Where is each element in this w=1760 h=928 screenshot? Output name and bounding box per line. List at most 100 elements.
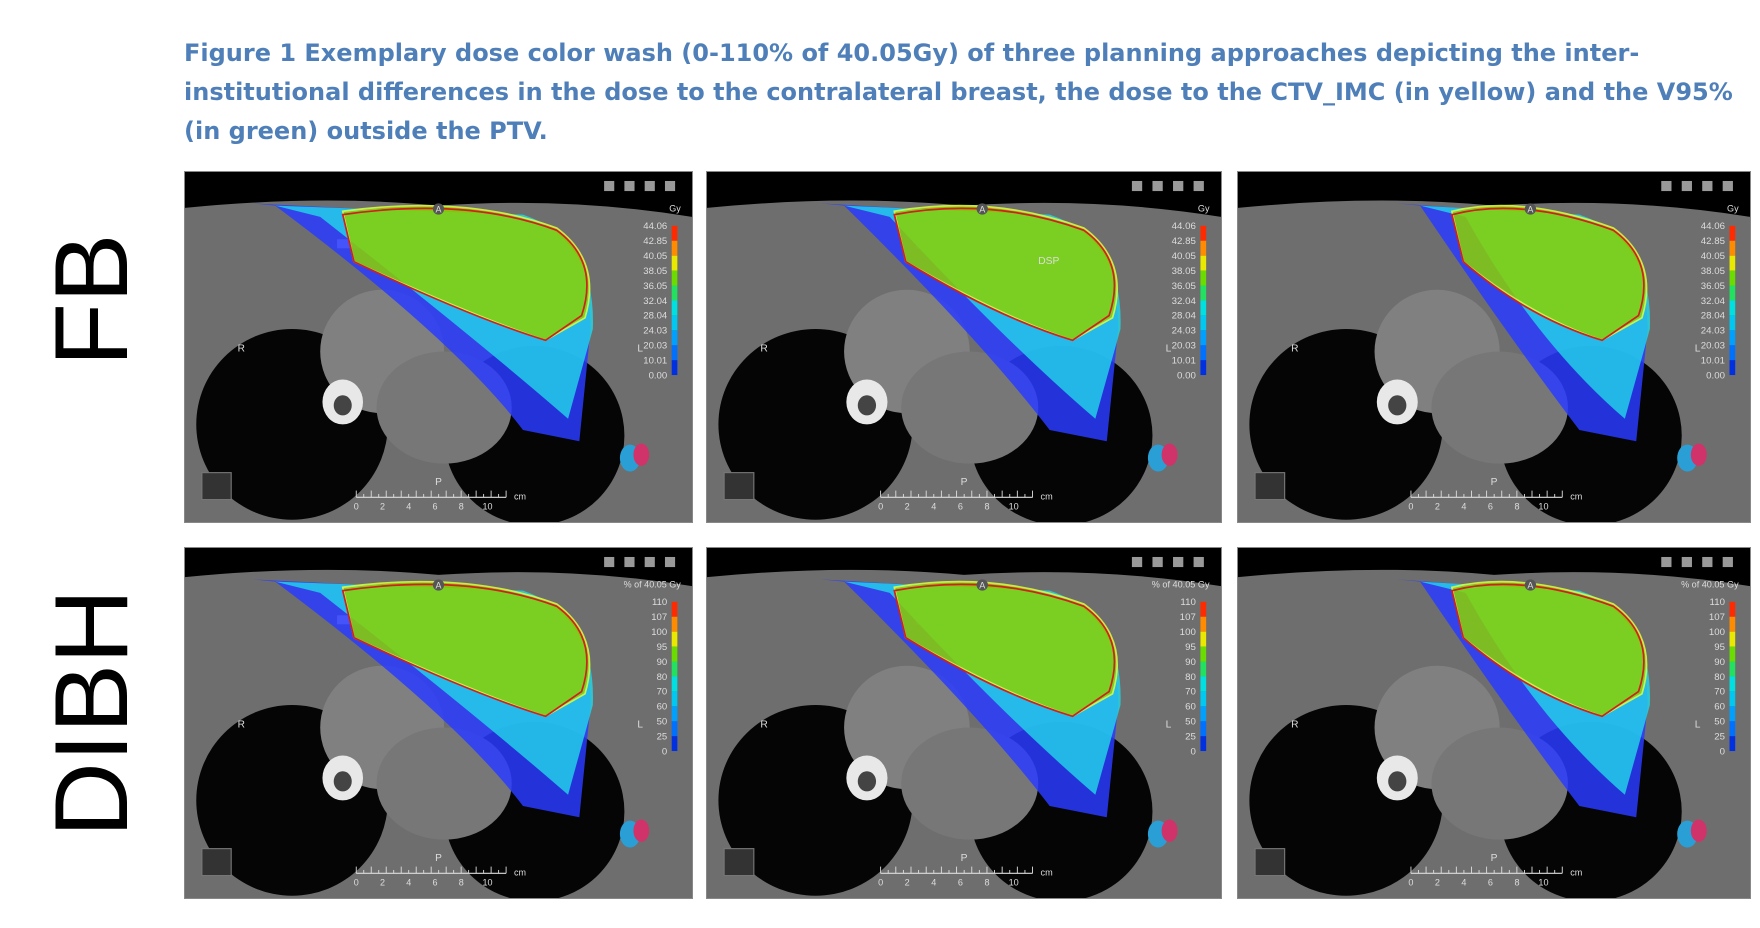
dose-panel: % of 40.05 Gy 110 107 100 95 90 80 70 60 50 25 0 A P R… [184, 547, 693, 902]
toolbar-icon [644, 556, 655, 568]
legend-label: 107 [1180, 612, 1196, 623]
legend-label: 60 [657, 702, 668, 713]
colorbar-segment [671, 225, 678, 241]
legend-label: 110 [1180, 597, 1195, 608]
legend-label: 90 [657, 657, 668, 668]
orientation-label: L [1695, 344, 1701, 355]
heart [901, 727, 1039, 840]
scale-label: 10 [1538, 502, 1548, 512]
colorbar-segment [1729, 225, 1736, 241]
colorbar-segment [671, 300, 678, 316]
colorbar-segment [1729, 676, 1736, 692]
toolbar-icon [624, 180, 635, 192]
colorbar-segment [671, 315, 678, 331]
scale-label: 0 [354, 878, 359, 888]
legend-label: 20.03 [1701, 341, 1725, 352]
legend-label: 36.05 [643, 281, 667, 292]
toolbar-icon [644, 180, 655, 192]
legend-label: 70 [1714, 687, 1725, 698]
colorbar-segment [1200, 270, 1207, 286]
colorbar-segment [1200, 285, 1207, 301]
orientation-label: P [435, 853, 442, 864]
legend-label: 50 [1185, 717, 1196, 728]
scale-label: 2 [905, 878, 910, 888]
orientation-label: A [435, 580, 441, 590]
dose-high [893, 204, 1119, 342]
legend-label: 32.04 [643, 296, 668, 307]
legend-label: 28.04 [1701, 311, 1726, 322]
colorbar-segment [1200, 676, 1207, 692]
scale-label: 6 [433, 878, 438, 888]
colorbar-segment [671, 360, 678, 376]
orientation-label: L [1695, 720, 1701, 731]
legend-label: 60 [1185, 702, 1196, 713]
scale-label: 8 [1514, 878, 1519, 888]
orientation-label: R [760, 720, 767, 731]
ptv-contour [341, 583, 588, 718]
scale-unit: cm [1570, 868, 1582, 878]
legend-label: 10.01 [1172, 356, 1196, 367]
legend-label: 36.05 [1701, 281, 1725, 292]
legend-label: 40.05 [1172, 251, 1196, 262]
colorbar-segment [1200, 721, 1207, 737]
colorbar-segment [671, 240, 678, 256]
scale-label: 10 [1009, 502, 1019, 512]
scale-label: 2 [380, 502, 385, 512]
orientation-label: A [979, 580, 986, 590]
colorbar-segment [1729, 616, 1736, 632]
spinal-canal [333, 395, 352, 416]
legend-label: 32.04 [1172, 296, 1197, 307]
orientation-label: P [961, 853, 968, 864]
toolbar-icon [1173, 556, 1184, 568]
scale-label: 4 [931, 878, 936, 888]
legend-label: 10.01 [1701, 356, 1725, 367]
colorbar-segment [1729, 631, 1736, 647]
legend-label: 0 [1190, 746, 1195, 757]
toolbar-icon [1681, 180, 1692, 192]
scale-label: 0 [354, 502, 359, 512]
scale-label: 6 [958, 878, 963, 888]
spinal-canal [1388, 395, 1407, 416]
toolbar-icon [624, 556, 635, 568]
colorbar-segment [1729, 315, 1736, 331]
logo [1690, 819, 1707, 842]
colorbar-segment [1200, 646, 1207, 662]
ptv-contour [893, 207, 1116, 342]
colorbar-segment [1200, 240, 1207, 256]
scale-label: 6 [1488, 502, 1493, 512]
toolbar-icon [604, 180, 615, 192]
row-label: DIBH [34, 588, 150, 838]
toolbar-icon [1131, 556, 1143, 568]
orientation-label: L [1166, 344, 1172, 355]
ct-image: % of 40.05 Gy110107100959080706050250APR… [1238, 556, 1750, 902]
orientation-label: R [1291, 720, 1298, 731]
orientation-label: L [637, 720, 643, 731]
legend-label: 0.00 [1177, 370, 1196, 381]
legend-label: 42.85 [643, 236, 667, 247]
legend-label: 28.04 [1172, 311, 1197, 322]
legend-label: 24.03 [643, 326, 667, 337]
scale-label: 8 [1514, 502, 1519, 512]
dose-panel: Gy 44.06 42.85 40.05 38.05 36.05 32.04 28.04 24.… [1237, 171, 1751, 526]
orientation-label: A [979, 204, 986, 214]
colorbar-segment [1729, 255, 1736, 271]
heart [1431, 351, 1568, 464]
legend-unit: % of 40.05 Gy [624, 579, 682, 589]
colorbar-segment [671, 706, 678, 722]
spinal-canal [857, 395, 877, 416]
legend-unit: Gy [1727, 203, 1739, 213]
toolbar-icon [1702, 556, 1713, 568]
toolbar-icon [1722, 556, 1733, 568]
anterior-marker [1524, 203, 1537, 215]
orientation-label: P [1491, 853, 1498, 864]
scale-label: 4 [406, 878, 411, 888]
colorbar-segment [1200, 330, 1207, 346]
spinal-canal [1388, 771, 1407, 792]
legend-label: 40.05 [1701, 251, 1725, 262]
toolbar-icon [1131, 180, 1143, 192]
colorbar-segment [671, 270, 678, 286]
colorbar-segment [671, 661, 678, 677]
scale-label: 4 [1461, 878, 1466, 888]
colorbar-segment [671, 721, 678, 737]
legend-unit: Gy [1198, 203, 1210, 213]
